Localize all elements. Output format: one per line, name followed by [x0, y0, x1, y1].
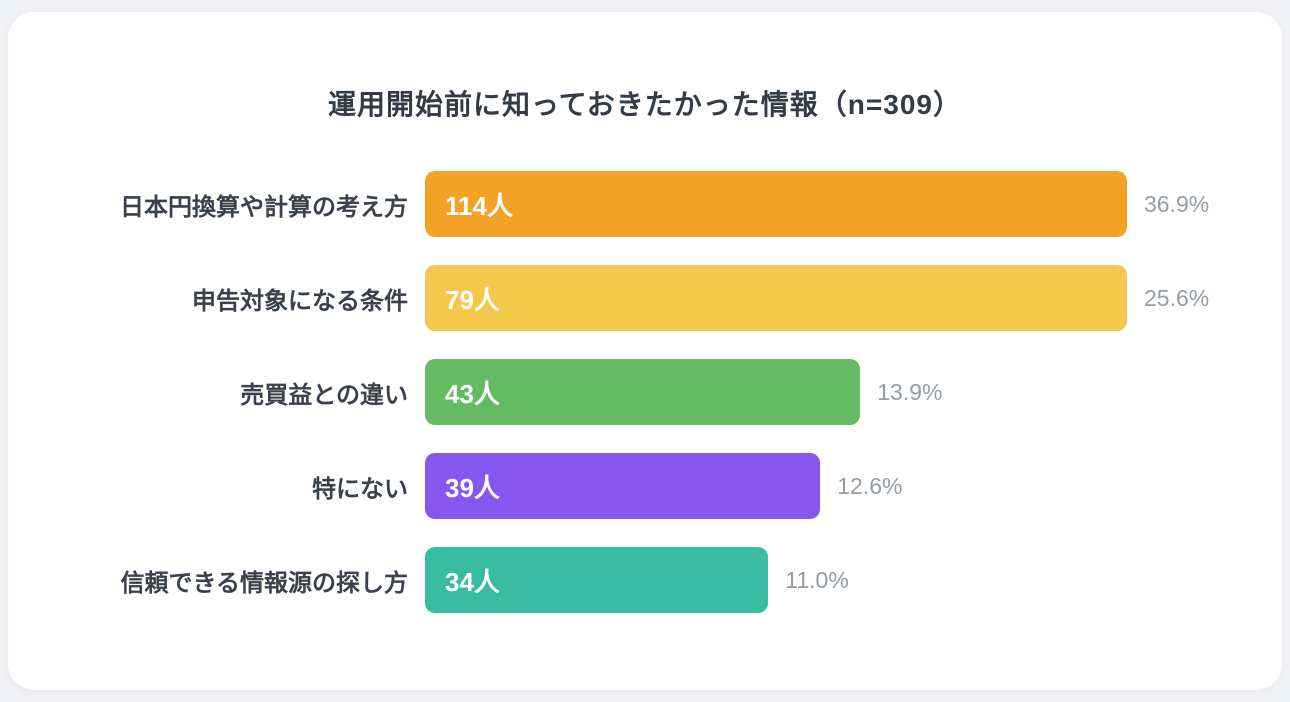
bar-value-label: 39人 [445, 472, 500, 503]
percent-label: 13.9% [877, 378, 943, 405]
category-label: 特にない [312, 475, 408, 503]
chart-title: 運用開始前に知っておきたかった情報（n=309） [328, 89, 962, 120]
bar: 39人 [425, 453, 821, 519]
bar: 114人 [425, 171, 1127, 237]
chart-row: 特にない 39人 12.6% [8, 453, 1282, 519]
percent-label: 12.6% [837, 472, 903, 499]
bar-chart: 日本円換算や計算の考え方 114人 36.9% 申告対象になる条件 79人 25… [8, 171, 1282, 613]
bar-value-label: 114人 [445, 190, 513, 221]
percent-label: 36.9% [1144, 190, 1210, 217]
category-label: 信頼できる情報源の探し方 [120, 569, 408, 597]
category-label: 申告対象になる条件 [192, 287, 408, 315]
chart-card: 運用開始前に知っておきたかった情報（n=309） 日本円換算や計算の考え方 11… [8, 12, 1282, 690]
percent-label: 25.6% [1144, 284, 1210, 311]
chart-row: 売買益との違い 43人 13.9% [8, 359, 1282, 425]
category-label: 売買益との違い [240, 381, 408, 409]
bar: 79人 [425, 265, 1127, 331]
bar-value-label: 79人 [445, 284, 500, 315]
chart-row: 申告対象になる条件 79人 25.6% [8, 265, 1282, 331]
category-label: 日本円換算や計算の考え方 [120, 193, 408, 221]
chart-row: 信頼できる情報源の探し方 34人 11.0% [8, 547, 1282, 613]
chart-row: 日本円換算や計算の考え方 114人 36.9% [8, 171, 1282, 237]
bar: 34人 [425, 547, 769, 613]
bar-value-label: 34人 [445, 566, 500, 597]
bar: 43人 [425, 359, 861, 425]
bar-value-label: 43人 [445, 378, 500, 409]
percent-label: 11.0% [785, 566, 849, 593]
